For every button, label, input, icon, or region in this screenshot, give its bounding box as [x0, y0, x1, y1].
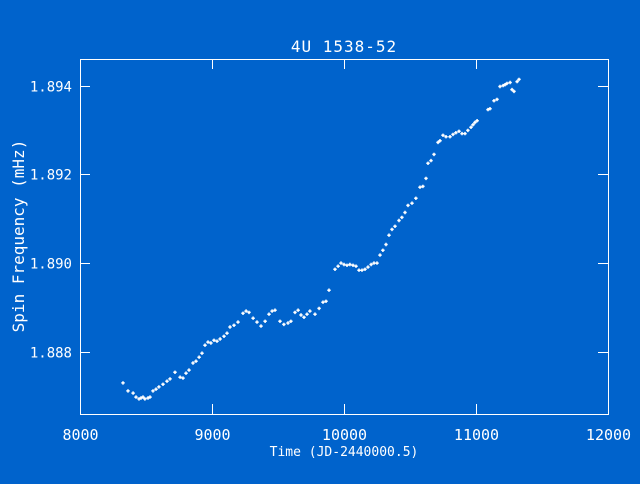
chart-title: 4U 1538-52 [291, 37, 397, 56]
y-axis-label: Spin Frequency (mHz) [9, 140, 28, 333]
x-tick-label: 11000 [454, 426, 499, 444]
y-tick-label: 1.890 [30, 257, 72, 273]
plot-frame [80, 59, 609, 415]
y-tick-label: 1.888 [30, 346, 72, 362]
x-tick-label: 8000 [62, 426, 98, 444]
y-tick-label: 1.894 [30, 80, 72, 96]
y-axis-ticks: 1.888 1.890 1.892 1.894 [30, 80, 608, 362]
y-tick-label: 1.892 [30, 168, 72, 184]
data-points [121, 77, 521, 401]
x-tick-label: 10000 [322, 426, 367, 444]
scatter-series [121, 77, 521, 401]
x-tick-label: 12000 [586, 426, 631, 444]
x-tick-label: 9000 [194, 426, 230, 444]
x-axis-ticks: 8000 9000 10000 11000 12000 [62, 59, 631, 444]
x-axis-label: Time (JD-2440000.5) [270, 445, 419, 460]
